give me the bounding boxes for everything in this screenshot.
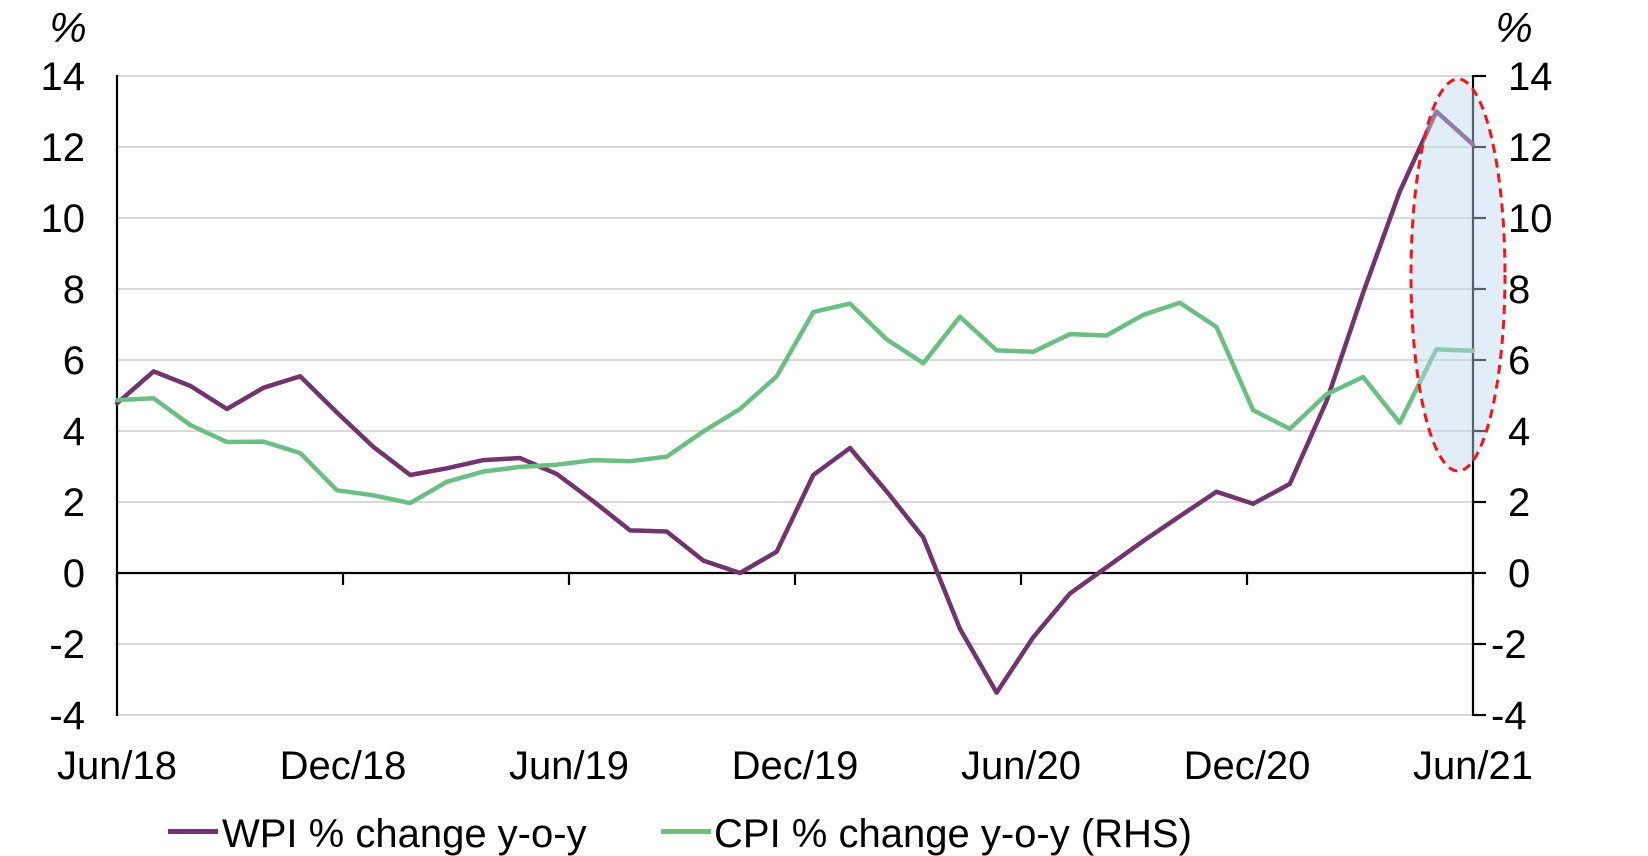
- wpi-legend-label: WPI % change y-o-y: [222, 812, 587, 856]
- x-axis-label: Dec/20: [1184, 744, 1311, 788]
- left-y-axis-label: 4: [63, 410, 85, 454]
- x-axis-label: Jun/18: [57, 744, 177, 788]
- x-axis-label: Dec/19: [732, 744, 859, 788]
- x-axis-label: Jun/21: [1413, 744, 1533, 788]
- right-y-axis-label: 6: [1508, 339, 1530, 383]
- cpi-line: [114, 300, 1476, 506]
- x-axis-label: Jun/20: [961, 744, 1081, 788]
- wpi-line: [114, 109, 1476, 695]
- cpi-legend-label: CPI % change y-o-y (RHS): [714, 812, 1192, 856]
- left-y-axis-label: 2: [63, 481, 85, 525]
- left-y-axis-label: 12: [41, 126, 86, 170]
- left-y-axis-label: 6: [63, 339, 85, 383]
- left-y-axis-label: 0: [63, 552, 85, 596]
- right-y-axis-label: 2: [1508, 481, 1530, 525]
- highlight-ellipse: [1409, 77, 1507, 473]
- left-axis-unit-label: %: [49, 4, 87, 51]
- right-y-axis-label: 8: [1508, 268, 1530, 312]
- x-axis-label: Jun/19: [509, 744, 629, 788]
- right-y-axis-label: 12: [1508, 126, 1553, 170]
- left-y-axis-label: 10: [41, 197, 86, 241]
- right-y-axis-label: -2: [1491, 623, 1527, 667]
- x-axis-label: Dec/18: [280, 744, 407, 788]
- right-y-axis-label: 10: [1508, 197, 1553, 241]
- left-y-axis-label: 14: [41, 55, 86, 99]
- left-y-axis-label: 8: [63, 268, 85, 312]
- left-y-axis-label: -4: [49, 694, 85, 738]
- right-y-axis-label: -4: [1491, 694, 1527, 738]
- right-y-axis-label: 4: [1508, 410, 1530, 454]
- legend: WPI % change y-o-y CPI % change y-o-y (R…: [0, 812, 1648, 856]
- wpi-legend-swatch: [168, 829, 218, 834]
- cpi-legend-swatch: [661, 829, 711, 834]
- right-y-axis-label: 0: [1508, 552, 1530, 596]
- left-y-axis-label: -2: [49, 623, 85, 667]
- right-axis-unit-label: %: [1495, 4, 1533, 51]
- right-y-axis-label: 14: [1508, 55, 1553, 99]
